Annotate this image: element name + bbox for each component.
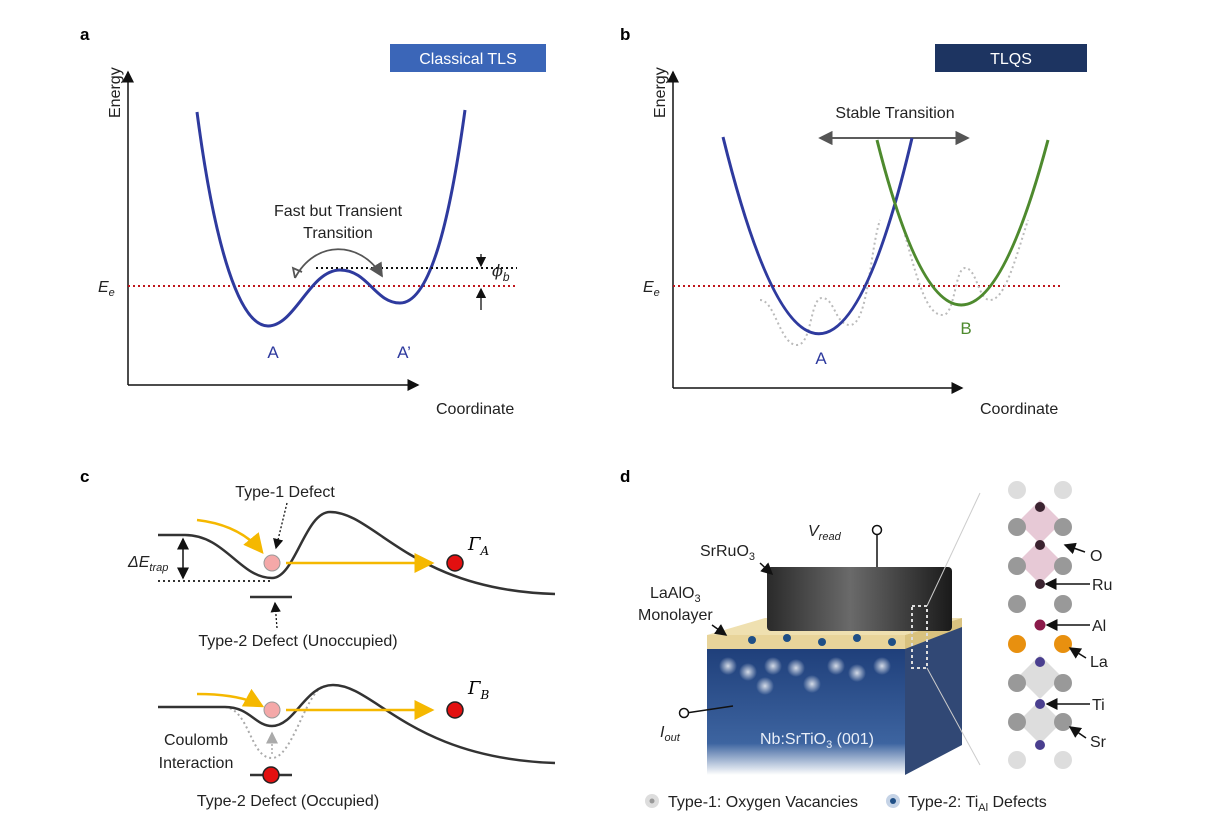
panel-label: b [620, 25, 630, 44]
substrate-side [905, 624, 962, 775]
parabola-b [875, 139, 1050, 307]
trap-label: ΔEtrap [127, 554, 168, 574]
electrode-pointer [759, 562, 774, 576]
hidden-well-a [759, 219, 881, 347]
state-a-prime: A’ [397, 343, 411, 362]
x-axis-label: Coordinate [980, 401, 1058, 418]
panel-title: Classical TLS [419, 51, 517, 68]
state-b: B [960, 319, 971, 338]
zoom-line-bottom [926, 667, 981, 766]
iout-wire [685, 705, 734, 714]
state-a: A [815, 349, 827, 368]
transition-label-2: Transition [303, 225, 373, 242]
transition-arrow [294, 248, 383, 279]
atom-la: La [1090, 654, 1108, 671]
transition-label: Stable Transition [835, 105, 954, 122]
type1-defects [719, 657, 891, 695]
legend-type1: Type-1: Oxygen Vacancies [668, 794, 858, 811]
atom-o: O [1090, 548, 1102, 565]
rate-b: ΓB [467, 678, 490, 702]
crystal-structure [1008, 481, 1072, 769]
layer-label-2: Monolayer [638, 607, 713, 624]
level-label: Ee [98, 279, 115, 299]
double-well-curve [195, 109, 467, 328]
electrode-label: SrRuO3 [700, 543, 755, 563]
capture-arrow-top [196, 518, 264, 554]
type2-defects [748, 634, 896, 646]
coulomb-label-1: Coulomb [164, 732, 228, 749]
panel-c: c Type-1 Defect ΔEtrap ΓA Type-2 Defect … [80, 467, 556, 810]
coulomb-label-2: Interaction [159, 755, 234, 772]
zoom-region [911, 605, 928, 669]
electron [446, 554, 464, 572]
hidden-well-b [904, 219, 1029, 317]
rate-a: ΓA [467, 534, 490, 558]
laalo3-layer [707, 635, 905, 649]
legend: Type-1: Oxygen Vacancies Type-2: TiAl De… [645, 794, 1047, 814]
energy-profile-bottom [158, 683, 556, 765]
layer-pointer [711, 624, 728, 636]
parabola-a [721, 136, 914, 335]
transition-arrowhead [291, 266, 383, 279]
substrate-label: Nb:SrTiO3 (001) [760, 731, 874, 751]
y-axis-label: Energy [107, 67, 124, 118]
panel-title: TLQS [990, 51, 1032, 68]
state-a: A [267, 343, 279, 362]
type1-label: Type-1 Defect [235, 484, 335, 501]
vread-label: Vread [808, 523, 842, 543]
barrier-label: ϕb [492, 261, 510, 284]
type2-unoccupied-label: Type-2 Defect (Unoccupied) [198, 633, 397, 650]
atom-ru: Ru [1092, 577, 1112, 594]
atom-ti: Ti [1092, 697, 1105, 714]
atom-sr: Sr [1090, 734, 1107, 751]
iout-label: Iout [660, 724, 681, 744]
type2-pointer [270, 601, 281, 629]
type1-pointer [273, 502, 288, 550]
electron [446, 701, 464, 719]
zoom-line-top [926, 492, 981, 607]
iout-terminal[interactable] [678, 707, 690, 719]
panel-a: a Classical TLS Energy Coordinate Ee ϕb … [80, 25, 546, 418]
panel-d: d Vread SrRuO3 LaAlO3 Monolayer Iout Nb:… [620, 467, 1112, 814]
transition-label-1: Fast but Transient [274, 203, 403, 220]
srruo3-electrode [767, 567, 952, 631]
type2-legend-marker [890, 798, 896, 804]
type2-occupied-label: Type-2 Defect (Occupied) [197, 793, 379, 810]
title-box [935, 44, 1087, 72]
panel-label: a [80, 25, 90, 44]
type1-legend-marker [649, 798, 655, 804]
panel-label: c [80, 467, 89, 486]
x-axis-label: Coordinate [436, 401, 514, 418]
vread-terminal[interactable] [871, 524, 883, 536]
type2-electron [262, 766, 280, 784]
atom-al: Al [1092, 618, 1106, 635]
type1-defect-empty [263, 554, 281, 572]
panel-b: b TLQS Energy Coordinate Ee Stable Trans… [620, 25, 1087, 418]
title-box [390, 44, 546, 72]
capture-arrow-bottom [196, 688, 265, 708]
layer-label: LaAlO3 [650, 585, 701, 605]
level-label: Ee [643, 279, 660, 299]
panel-label: d [620, 467, 630, 486]
type1-defect-empty [263, 701, 281, 719]
atom-labels: O Ru Al La Ti Sr [1044, 542, 1112, 751]
y-axis-label: Energy [652, 67, 669, 118]
legend-type2: Type-2: TiAl Defects [908, 794, 1047, 814]
